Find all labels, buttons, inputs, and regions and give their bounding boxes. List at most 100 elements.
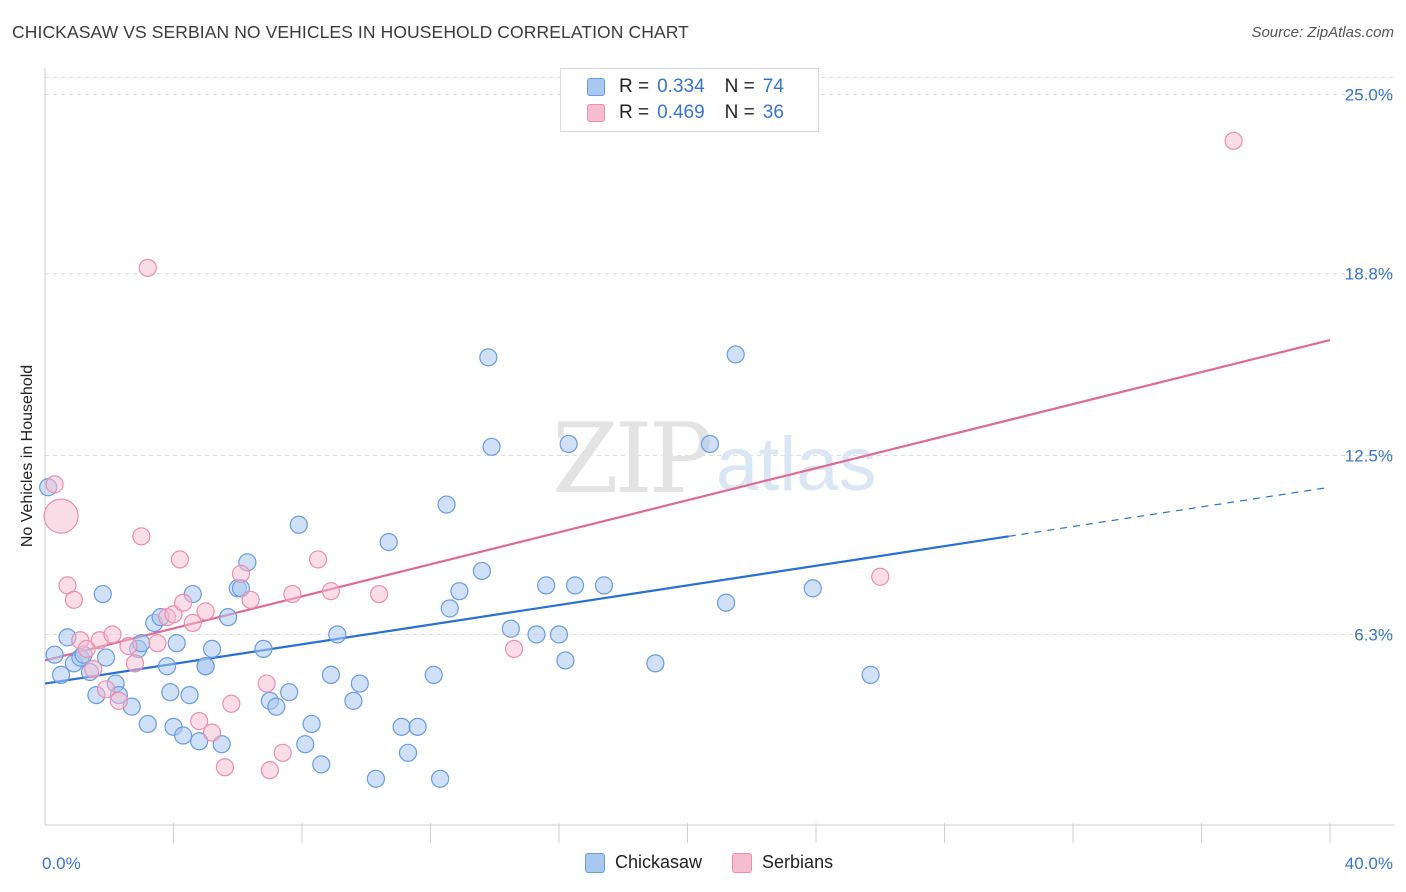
chickasaw-point	[93, 584, 112, 604]
chickasaw-point	[482, 437, 501, 456]
serbians-point	[96, 680, 116, 699]
data-points	[39, 131, 1243, 788]
chickasaw-point	[302, 714, 321, 734]
chickasaw-swatch	[585, 852, 605, 873]
serbians-point	[241, 590, 260, 609]
serbians-point	[1224, 131, 1243, 150]
chickasaw-point	[594, 576, 614, 595]
serbians-swatch	[587, 104, 605, 122]
chickasaw-point	[559, 434, 578, 454]
chickasaw-point	[537, 576, 556, 595]
serbians-point	[132, 527, 151, 546]
chickasaw-point	[408, 717, 427, 736]
tick-labels: 6.3% 12.5% 18.8% 25.0% 0.0% 40.0%	[42, 86, 1393, 873]
chickasaw-point	[549, 625, 569, 644]
chickasaw-point	[267, 697, 286, 716]
serbians-point	[196, 602, 215, 621]
chickasaw-point	[440, 599, 459, 618]
chickasaw-point	[296, 735, 315, 754]
serbians-point	[148, 634, 167, 653]
serbians-point	[308, 550, 328, 569]
chickasaw-point	[501, 619, 520, 638]
chickasaw-point	[366, 769, 385, 788]
chickasaw-trend-line	[44, 535, 1009, 685]
chickasaw-point	[450, 582, 469, 601]
chickasaw-point	[472, 561, 491, 581]
chickasaw-point	[431, 769, 450, 788]
legend-item-chickasaw[interactable]: Chickasaw	[585, 852, 702, 873]
serbians-point	[257, 674, 276, 693]
chickasaw-point	[190, 732, 209, 751]
r-value: 0.469	[657, 102, 705, 123]
chickasaw-point	[379, 532, 398, 552]
n-label: N =	[724, 76, 755, 97]
chickasaw-point	[861, 665, 880, 684]
serbians-point	[215, 758, 234, 777]
serbians-point	[109, 691, 128, 710]
y-tick-label: 12.5%	[1345, 446, 1393, 465]
chickasaw-point	[161, 683, 180, 702]
chickasaw-point	[392, 717, 411, 736]
r-value: 0.334	[657, 76, 705, 97]
axes	[44, 68, 1395, 843]
source-credit: Source: ZipAtlas.com	[1251, 24, 1394, 41]
serbians-swatch	[732, 852, 753, 873]
chickasaw-point	[51, 665, 71, 684]
gridlines	[45, 76, 1395, 635]
serbians-point	[138, 258, 157, 277]
chickasaw-point	[350, 674, 369, 693]
serbians-point	[174, 593, 193, 612]
legend-label: Chickasaw	[615, 852, 703, 872]
chickasaw-point	[289, 515, 308, 534]
n-value: 74	[762, 76, 784, 97]
serbians-point	[504, 639, 524, 659]
serbians-point	[45, 475, 64, 494]
chickasaw-point	[700, 434, 720, 454]
chickasaw-point	[180, 685, 199, 705]
watermark: ZIP atlas	[552, 403, 877, 515]
chickasaw-point	[646, 654, 665, 673]
stats-legend: R = 0.334 N = 74 R = 0.469 N = 36	[560, 68, 819, 132]
r-label: R =	[619, 102, 650, 123]
r-label: R =	[619, 76, 650, 97]
watermark-zip: ZIP	[552, 403, 711, 515]
serbians-point	[871, 567, 890, 586]
y-tick-label: 6.3%	[1354, 625, 1393, 644]
serbians-point	[43, 498, 79, 534]
serbians-point	[77, 639, 96, 659]
serbians-point	[170, 550, 190, 569]
chickasaw-point	[96, 648, 116, 667]
chart-title: CHICKASAW VS SERBIAN NO VEHICLES IN HOUS…	[12, 22, 689, 42]
chickasaw-point	[556, 651, 575, 670]
chickasaw-point	[167, 634, 186, 653]
chickasaw-point	[527, 625, 546, 644]
chickasaw-point	[437, 495, 456, 514]
chickasaw-point	[174, 726, 193, 745]
chickasaw-swatch	[587, 78, 605, 96]
chickasaw-point	[803, 579, 822, 598]
chickasaw-point	[716, 593, 736, 612]
y-tick-label: 25.0%	[1345, 86, 1393, 105]
chickasaw-point	[312, 755, 331, 774]
chickasaw-point	[157, 657, 177, 676]
chickasaw-point	[726, 345, 745, 364]
legend-label: Serbians	[762, 852, 834, 872]
stats-row-serbians: R = 0.469 N = 36	[587, 101, 784, 125]
legend-item-serbians[interactable]: Serbians	[732, 852, 833, 873]
serbians-point	[183, 613, 202, 633]
serbians-point	[260, 761, 279, 780]
series-legend: Chickasaw Serbians	[585, 852, 863, 873]
serbians-point	[231, 564, 251, 583]
stats-row-chickasaw: R = 0.334 N = 74	[587, 75, 784, 99]
chickasaw-point	[219, 608, 238, 627]
chickasaw-point	[565, 576, 585, 595]
chickasaw-point	[321, 665, 341, 684]
serbians-point	[370, 584, 389, 604]
chickasaw-trend-extension	[1008, 486, 1331, 537]
serbians-point	[283, 584, 302, 604]
chickasaw-point	[202, 639, 222, 659]
chickasaw-point	[479, 348, 498, 367]
serbians-point	[64, 590, 84, 609]
serbians-point	[202, 723, 222, 742]
